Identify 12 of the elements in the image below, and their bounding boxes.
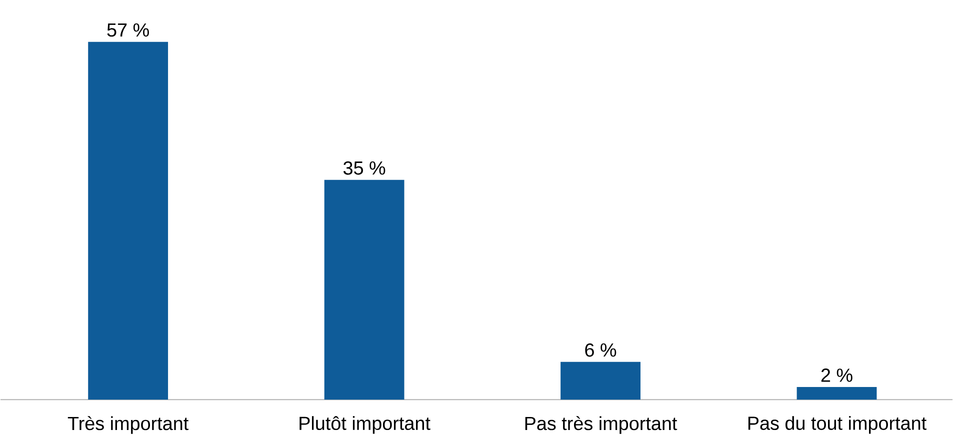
bar [88,42,168,400]
x-tick-label: Très important [68,416,189,434]
bar [560,362,640,400]
x-tick-label: Pas du tout important [748,416,926,434]
data-label: 6 % [585,344,616,357]
bar [324,180,404,400]
data-label: 35 % [343,162,386,175]
x-tick-label: Pas très important [525,416,678,434]
data-label: 57 % [107,24,149,37]
bar [796,387,877,400]
x-tick-label: Plutôt important [300,416,430,434]
data-label: 2 % [821,368,852,382]
